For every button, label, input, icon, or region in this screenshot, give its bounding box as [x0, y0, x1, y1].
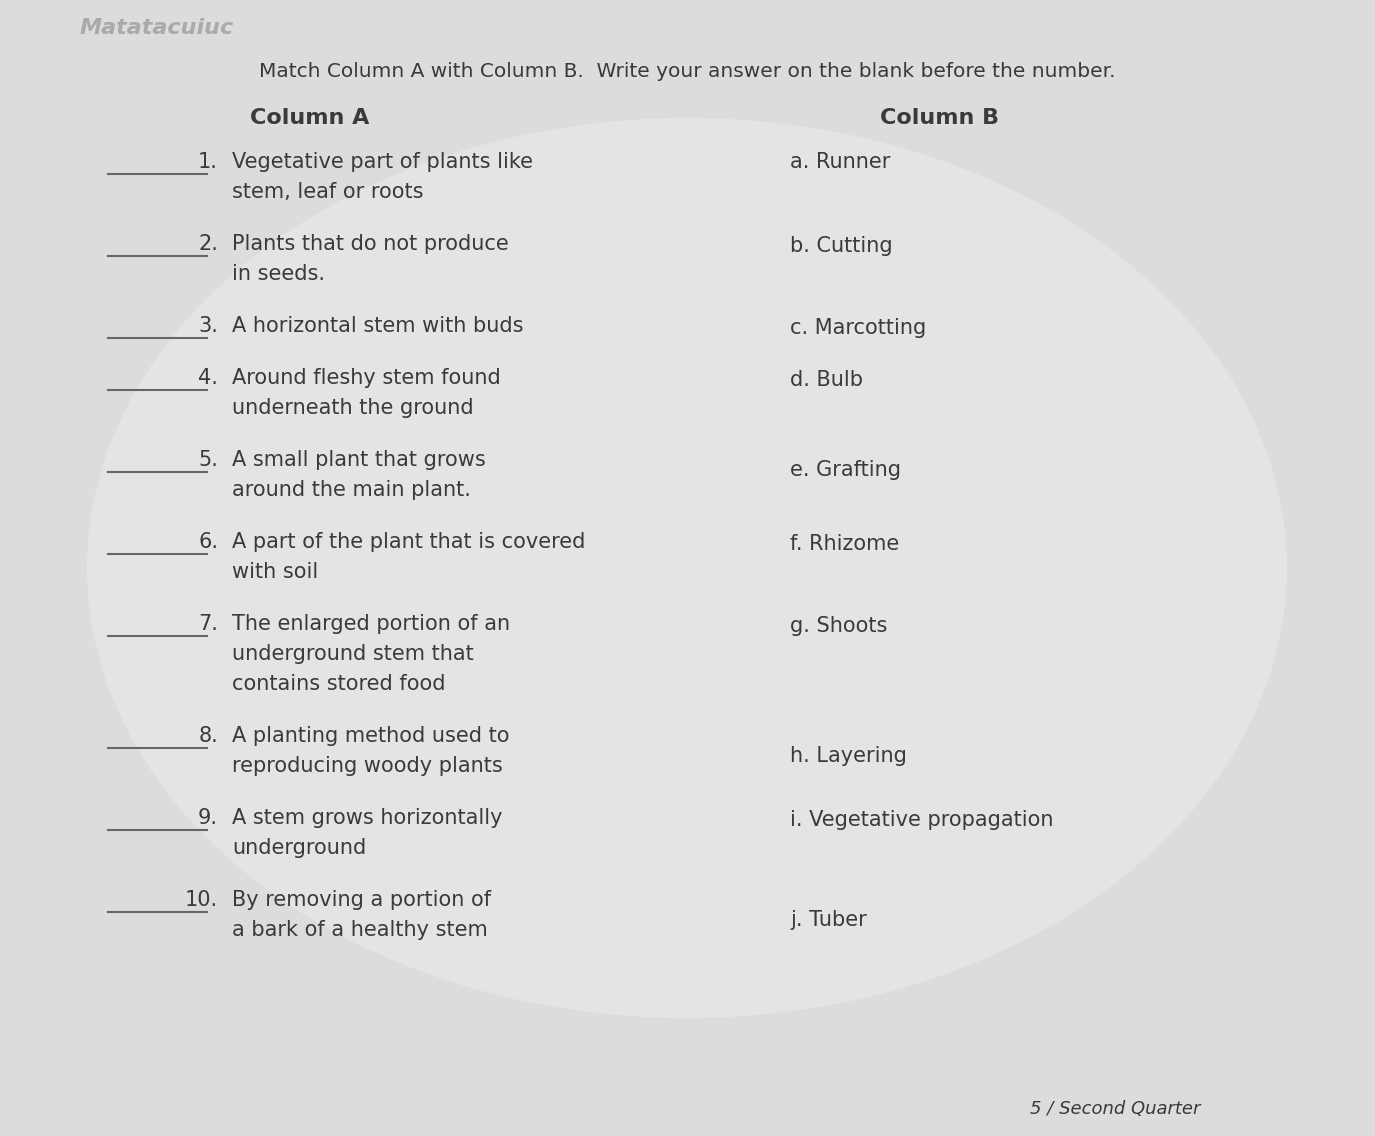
Text: A part of the plant that is covered: A part of the plant that is covered: [232, 532, 586, 552]
Text: in seeds.: in seeds.: [232, 264, 324, 284]
Text: 6.: 6.: [198, 532, 219, 552]
Text: A small plant that grows: A small plant that grows: [232, 450, 485, 470]
Text: By removing a portion of: By removing a portion of: [232, 889, 491, 910]
Text: Around fleshy stem found: Around fleshy stem found: [232, 368, 500, 389]
Text: with soil: with soil: [232, 562, 318, 582]
Text: 5 / Second Quarter: 5 / Second Quarter: [1030, 1100, 1200, 1118]
Text: 8.: 8.: [198, 726, 219, 746]
Text: 10.: 10.: [184, 889, 219, 910]
Text: contains stored food: contains stored food: [232, 674, 446, 694]
Text: around the main plant.: around the main plant.: [232, 481, 470, 500]
Text: Plants that do not produce: Plants that do not produce: [232, 234, 509, 254]
Text: Column B: Column B: [880, 108, 1000, 128]
Text: 5.: 5.: [198, 450, 219, 470]
Text: 1.: 1.: [198, 152, 219, 172]
Text: A horizontal stem with buds: A horizontal stem with buds: [232, 316, 524, 336]
Ellipse shape: [87, 118, 1287, 1018]
Text: j. Tuber: j. Tuber: [791, 910, 866, 930]
Text: d. Bulb: d. Bulb: [791, 370, 864, 390]
Text: a bark of a healthy stem: a bark of a healthy stem: [232, 920, 488, 939]
Text: h. Layering: h. Layering: [791, 746, 908, 766]
Text: stem, leaf or roots: stem, leaf or roots: [232, 182, 424, 202]
Text: Vegetative part of plants like: Vegetative part of plants like: [232, 152, 534, 172]
Text: Matatacuiuc: Matatacuiuc: [80, 18, 234, 37]
Text: reproducing woody plants: reproducing woody plants: [232, 755, 503, 776]
Text: underneath the ground: underneath the ground: [232, 398, 473, 418]
Text: Match Column A with Column B.  Write your answer on the blank before the number.: Match Column A with Column B. Write your…: [258, 62, 1115, 81]
Text: underground: underground: [232, 838, 366, 858]
Text: 4.: 4.: [198, 368, 219, 389]
Text: 9.: 9.: [198, 808, 219, 828]
Text: e. Grafting: e. Grafting: [791, 460, 901, 481]
Text: 7.: 7.: [198, 613, 219, 634]
Text: g. Shoots: g. Shoots: [791, 616, 887, 636]
Text: i. Vegetative propagation: i. Vegetative propagation: [791, 810, 1053, 830]
Text: f. Rhizome: f. Rhizome: [791, 534, 899, 554]
Text: A planting method used to: A planting method used to: [232, 726, 510, 746]
Text: underground stem that: underground stem that: [232, 644, 474, 665]
Text: 3.: 3.: [198, 316, 219, 336]
Text: b. Cutting: b. Cutting: [791, 236, 892, 256]
Text: c. Marcotting: c. Marcotting: [791, 318, 927, 339]
Text: The enlarged portion of an: The enlarged portion of an: [232, 613, 510, 634]
Text: 2.: 2.: [198, 234, 219, 254]
Text: Column A: Column A: [250, 108, 370, 128]
Text: A stem grows horizontally: A stem grows horizontally: [232, 808, 502, 828]
Text: a. Runner: a. Runner: [791, 152, 891, 172]
